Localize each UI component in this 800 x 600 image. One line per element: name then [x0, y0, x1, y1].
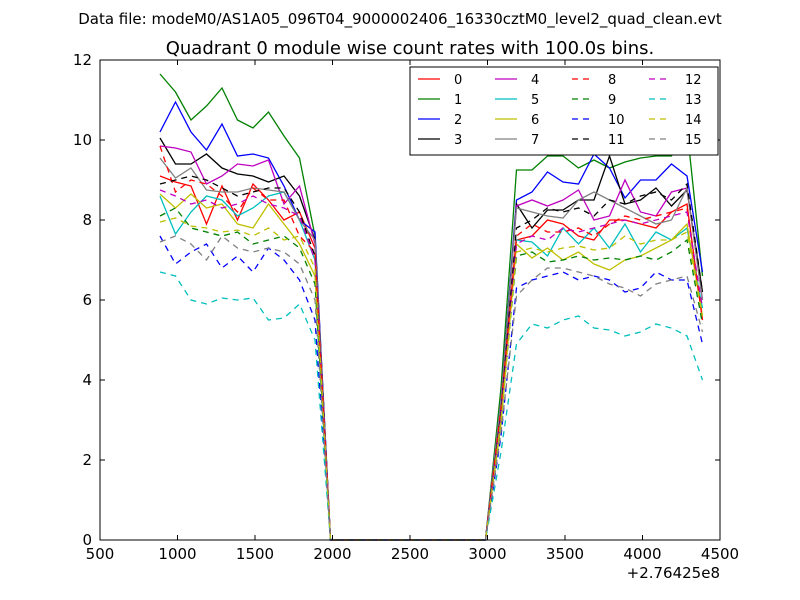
legend-label-10: 10	[608, 113, 625, 128]
x-tick-label: 1500	[236, 545, 274, 563]
series-line-11	[159, 175, 704, 541]
y-tick-label: 0	[82, 531, 92, 549]
legend-box	[409, 66, 719, 156]
legend-label-0: 0	[454, 73, 462, 88]
legend-label-3: 3	[454, 133, 462, 148]
chart-title: Quadrant 0 module wise count rates with …	[166, 38, 655, 59]
y-tick-label: 12	[73, 51, 92, 69]
legend-label-13: 13	[685, 93, 702, 108]
y-tick-label: 6	[82, 291, 92, 309]
x-offset-label: +2.76425e8	[627, 564, 720, 582]
x-tick-label: 1000	[158, 545, 196, 563]
legend-label-14: 14	[685, 113, 702, 128]
legend-label-15: 15	[685, 133, 702, 148]
series-line-12	[159, 189, 704, 541]
x-tick-label: 2000	[313, 545, 351, 563]
legend-label-2: 2	[454, 113, 462, 128]
x-tick-label: 4500	[701, 545, 739, 563]
series-line-14	[159, 217, 704, 541]
x-tick-label: 3000	[468, 545, 506, 563]
x-tick-label: 3500	[546, 545, 584, 563]
legend-label-11: 11	[608, 133, 625, 148]
y-tick-label: 2	[82, 451, 92, 469]
y-tick-label: 10	[73, 131, 92, 149]
axes-layer: 500 1000 1500 2000 2500 3000 3500 4000 4500 0 2 4 6 8…	[73, 51, 739, 563]
legend-label-4: 4	[531, 73, 539, 88]
x-tick-label: 500	[86, 545, 115, 563]
legend-label-5: 5	[531, 93, 539, 108]
legend-label-8: 8	[608, 73, 616, 88]
y-tick-label: 8	[82, 211, 92, 229]
x-tick-label: 4000	[623, 545, 661, 563]
legend-label-1: 1	[454, 93, 462, 108]
chart-suptitle: Data file: modeM0/AS1A05_096T04_90000024…	[78, 10, 722, 29]
legend-label-6: 6	[531, 113, 539, 128]
legend-label-9: 9	[608, 93, 616, 108]
y-tick-label: 4	[82, 371, 92, 389]
plot-frame	[99, 59, 721, 541]
legend-label-12: 12	[685, 73, 702, 88]
legend-label-7: 7	[531, 133, 539, 148]
x-tick-label: 2500	[391, 545, 429, 563]
